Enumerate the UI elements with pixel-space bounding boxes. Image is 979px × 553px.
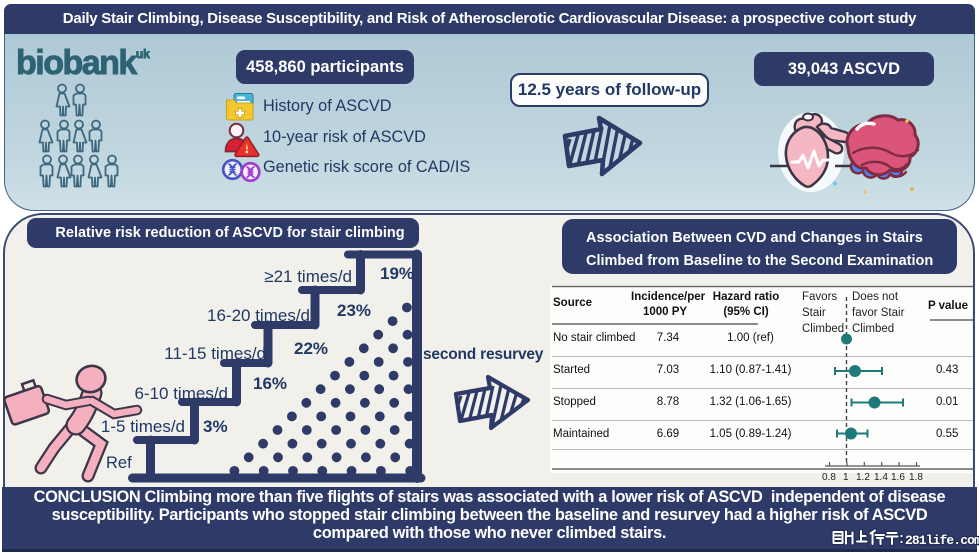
svg-text:281life.com: 281life.com xyxy=(905,533,979,548)
